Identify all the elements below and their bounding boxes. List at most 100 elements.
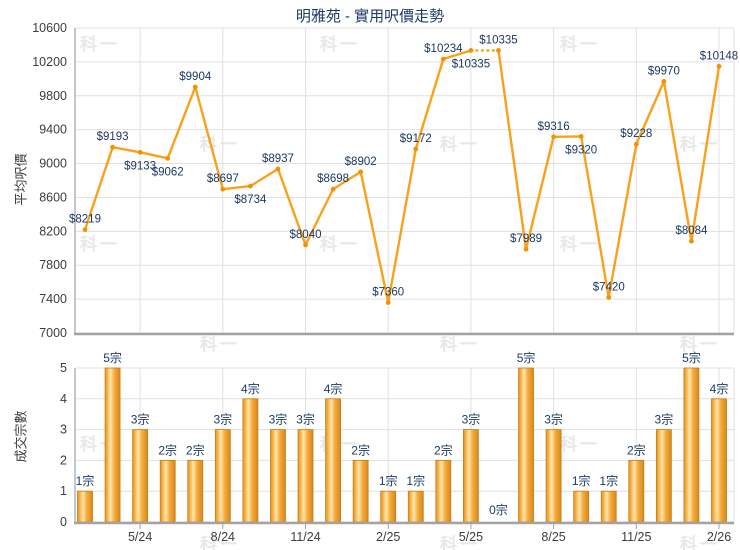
volume-bar xyxy=(242,398,259,523)
y-tick-label: 3 xyxy=(60,423,67,437)
price-point-label: $8698 xyxy=(317,173,349,185)
watermark-text: 科一 xyxy=(560,235,600,254)
volume-bar xyxy=(270,429,286,523)
price-line xyxy=(83,49,473,304)
volume-bar-label: 5宗 xyxy=(103,350,122,365)
price-point-label: $9904 xyxy=(179,71,212,83)
price-point-label: $7989 xyxy=(510,233,542,245)
price-point-label: $9316 xyxy=(538,121,570,133)
volume-bar xyxy=(104,367,121,523)
price-point-label: $8902 xyxy=(345,156,377,168)
volume-bar xyxy=(545,429,562,523)
x-tick-label: 2/25 xyxy=(376,530,400,544)
price-line xyxy=(497,49,721,299)
data-point-marker xyxy=(220,186,226,192)
data-point-marker xyxy=(82,227,88,233)
data-point-marker xyxy=(358,169,364,175)
y-tick-label: 7400 xyxy=(39,292,67,306)
volume-bar-label: 1宗 xyxy=(406,473,425,488)
x-tick-label: 5/24 xyxy=(128,530,152,544)
volume-bar xyxy=(325,398,341,523)
volume-bar xyxy=(573,490,590,523)
price-point-label: $9320 xyxy=(565,144,597,156)
watermark-text: 科一 xyxy=(680,535,720,550)
price-point-label: $9172 xyxy=(400,133,432,145)
data-point-marker xyxy=(578,134,584,139)
price-point-label: $8937 xyxy=(262,153,294,165)
volume-bar-label: 1宗 xyxy=(379,473,398,488)
volume-bar-label: 3宗 xyxy=(213,412,232,427)
volume-bar-label: 1宗 xyxy=(76,473,95,488)
volume-bar xyxy=(628,459,645,523)
data-point-marker xyxy=(192,84,198,90)
volume-bar-label: 2宗 xyxy=(158,442,177,457)
volume-bar xyxy=(463,429,479,523)
data-point-marker xyxy=(330,186,336,192)
price-point-label: $10335 xyxy=(452,58,490,70)
data-point-marker xyxy=(110,144,115,150)
data-point-marker xyxy=(385,300,391,305)
data-point-marker xyxy=(496,48,501,53)
y-tick-label: 10600 xyxy=(32,21,67,35)
volume-bar-label: 3宗 xyxy=(655,412,674,427)
data-point-marker xyxy=(633,141,639,147)
y-tick-label: 7800 xyxy=(39,258,67,272)
volume-bar-label: 1宗 xyxy=(572,473,591,488)
volume-bar xyxy=(352,459,369,523)
y-tick-label: 7000 xyxy=(39,326,67,340)
watermark-text: 科一 xyxy=(320,35,360,54)
volume-bar xyxy=(683,367,700,523)
volume-bar-label: 4宗 xyxy=(241,381,260,396)
data-point-marker xyxy=(468,48,474,53)
y-tick-label: 9400 xyxy=(39,123,67,137)
watermark-text: 科一 xyxy=(200,535,240,550)
volume-bar xyxy=(655,429,672,523)
volume-bar-label: 5宗 xyxy=(517,350,536,365)
data-point-marker xyxy=(303,242,308,248)
data-point-marker xyxy=(440,56,446,62)
volume-bar xyxy=(77,490,93,523)
x-tick-label: 8/25 xyxy=(541,530,565,544)
volume-bar-label: 1宗 xyxy=(599,473,618,488)
volume-bar-label: 3宗 xyxy=(462,412,481,427)
y-tick-label: 2 xyxy=(60,453,67,467)
price-point-label: $9062 xyxy=(152,166,184,178)
price-point-label: $8697 xyxy=(207,173,239,185)
data-point-marker xyxy=(275,166,281,172)
price-point-label: $9228 xyxy=(620,128,652,140)
price-point-label: $10234 xyxy=(424,43,463,55)
y-tick-label: 0 xyxy=(60,515,67,529)
volume-bar-label: 0宗 xyxy=(489,502,508,517)
y-tick-label: 9000 xyxy=(39,157,67,171)
price-point-label: $9133 xyxy=(124,160,156,172)
price-point-label: $8084 xyxy=(675,225,708,237)
volume-bar xyxy=(159,459,176,523)
y-tick-label: 8200 xyxy=(39,224,67,238)
x-tick-label: 11/25 xyxy=(621,530,651,544)
volume-bar-label: 5宗 xyxy=(682,350,701,365)
x-tick-label: 5/25 xyxy=(459,530,483,544)
price-point-label: $8219 xyxy=(69,214,101,226)
data-point-marker xyxy=(137,149,143,155)
data-point-marker xyxy=(661,78,667,84)
price-point-label: $8040 xyxy=(290,229,322,241)
y-tick-label: 5 xyxy=(60,361,67,375)
volume-bar xyxy=(132,429,149,523)
price-point-label: $10335 xyxy=(479,34,517,46)
data-point-marker xyxy=(551,134,557,140)
volume-bar-label: 2宗 xyxy=(627,442,646,457)
y-tick-label: 1 xyxy=(60,484,67,498)
volume-bar xyxy=(435,459,452,523)
data-point-marker xyxy=(165,155,171,161)
data-point-marker xyxy=(606,295,612,300)
volume-bar-label: 3宗 xyxy=(296,412,315,427)
price-point-label: $7360 xyxy=(372,287,404,299)
volume-bar xyxy=(600,490,617,523)
page-title: 明雅苑 - 實用呎價走勢 xyxy=(295,8,445,25)
y-tick-label: 8600 xyxy=(39,190,67,204)
x-tick-label: 8/24 xyxy=(211,530,235,544)
volume-bar xyxy=(214,429,231,523)
data-point-marker xyxy=(716,63,722,69)
